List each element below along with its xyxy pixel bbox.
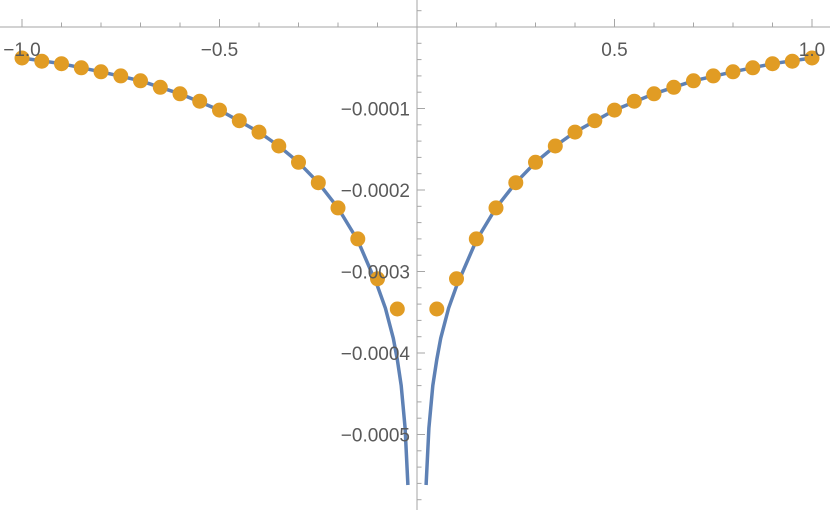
data-point [567,124,583,140]
data-point [626,93,642,109]
scatter-series [14,50,820,317]
data-point [34,53,50,69]
data-point [488,200,504,216]
data-point [705,68,721,84]
data-point [350,231,366,247]
data-point [607,102,622,118]
data-point [547,138,563,154]
data-point [73,60,89,76]
data-point [468,231,484,247]
data-point [310,175,326,191]
data-point [429,301,445,317]
data-point [291,154,306,170]
data-point [14,50,30,66]
data-point [666,79,682,95]
data-point [133,73,148,89]
data-point [389,301,405,317]
data-point [686,73,701,89]
data-point [330,200,346,216]
x-tick-label: 1.0 [799,40,825,61]
data-point [370,271,385,287]
data-point [93,64,109,80]
data-point [113,68,129,84]
x-tick-label: 0.5 [601,40,627,61]
data-point [765,56,780,72]
y-tick-label: −0.0002 [341,181,410,202]
data-point [646,86,662,102]
data-point [745,60,761,76]
data-point [251,124,267,140]
data-point [587,113,603,129]
data-point [54,56,69,72]
x-tick-label: −1.0 [3,40,41,61]
data-point [172,86,188,102]
data-point [231,113,247,129]
y-tick-label: −0.0001 [341,100,410,121]
data-point [271,138,287,154]
y-tick-label: −0.0005 [341,426,410,447]
curve-line [424,56,813,486]
data-point [784,53,800,69]
data-point [212,102,227,118]
x-tick-label: −0.5 [201,40,239,61]
data-point [152,79,168,95]
y-tick-label: −0.0004 [341,344,411,365]
data-point [449,271,464,287]
data-point [725,64,741,80]
data-point [192,93,208,109]
data-point [508,175,524,191]
tick-labels: −1.0 −0.5 0.5 1.0 −0.0001 −0.0002 −0.0003 −0.00… [3,40,825,447]
y-tick-label: −0.0003 [341,263,410,284]
data-point [804,50,820,66]
data-point [528,154,543,170]
